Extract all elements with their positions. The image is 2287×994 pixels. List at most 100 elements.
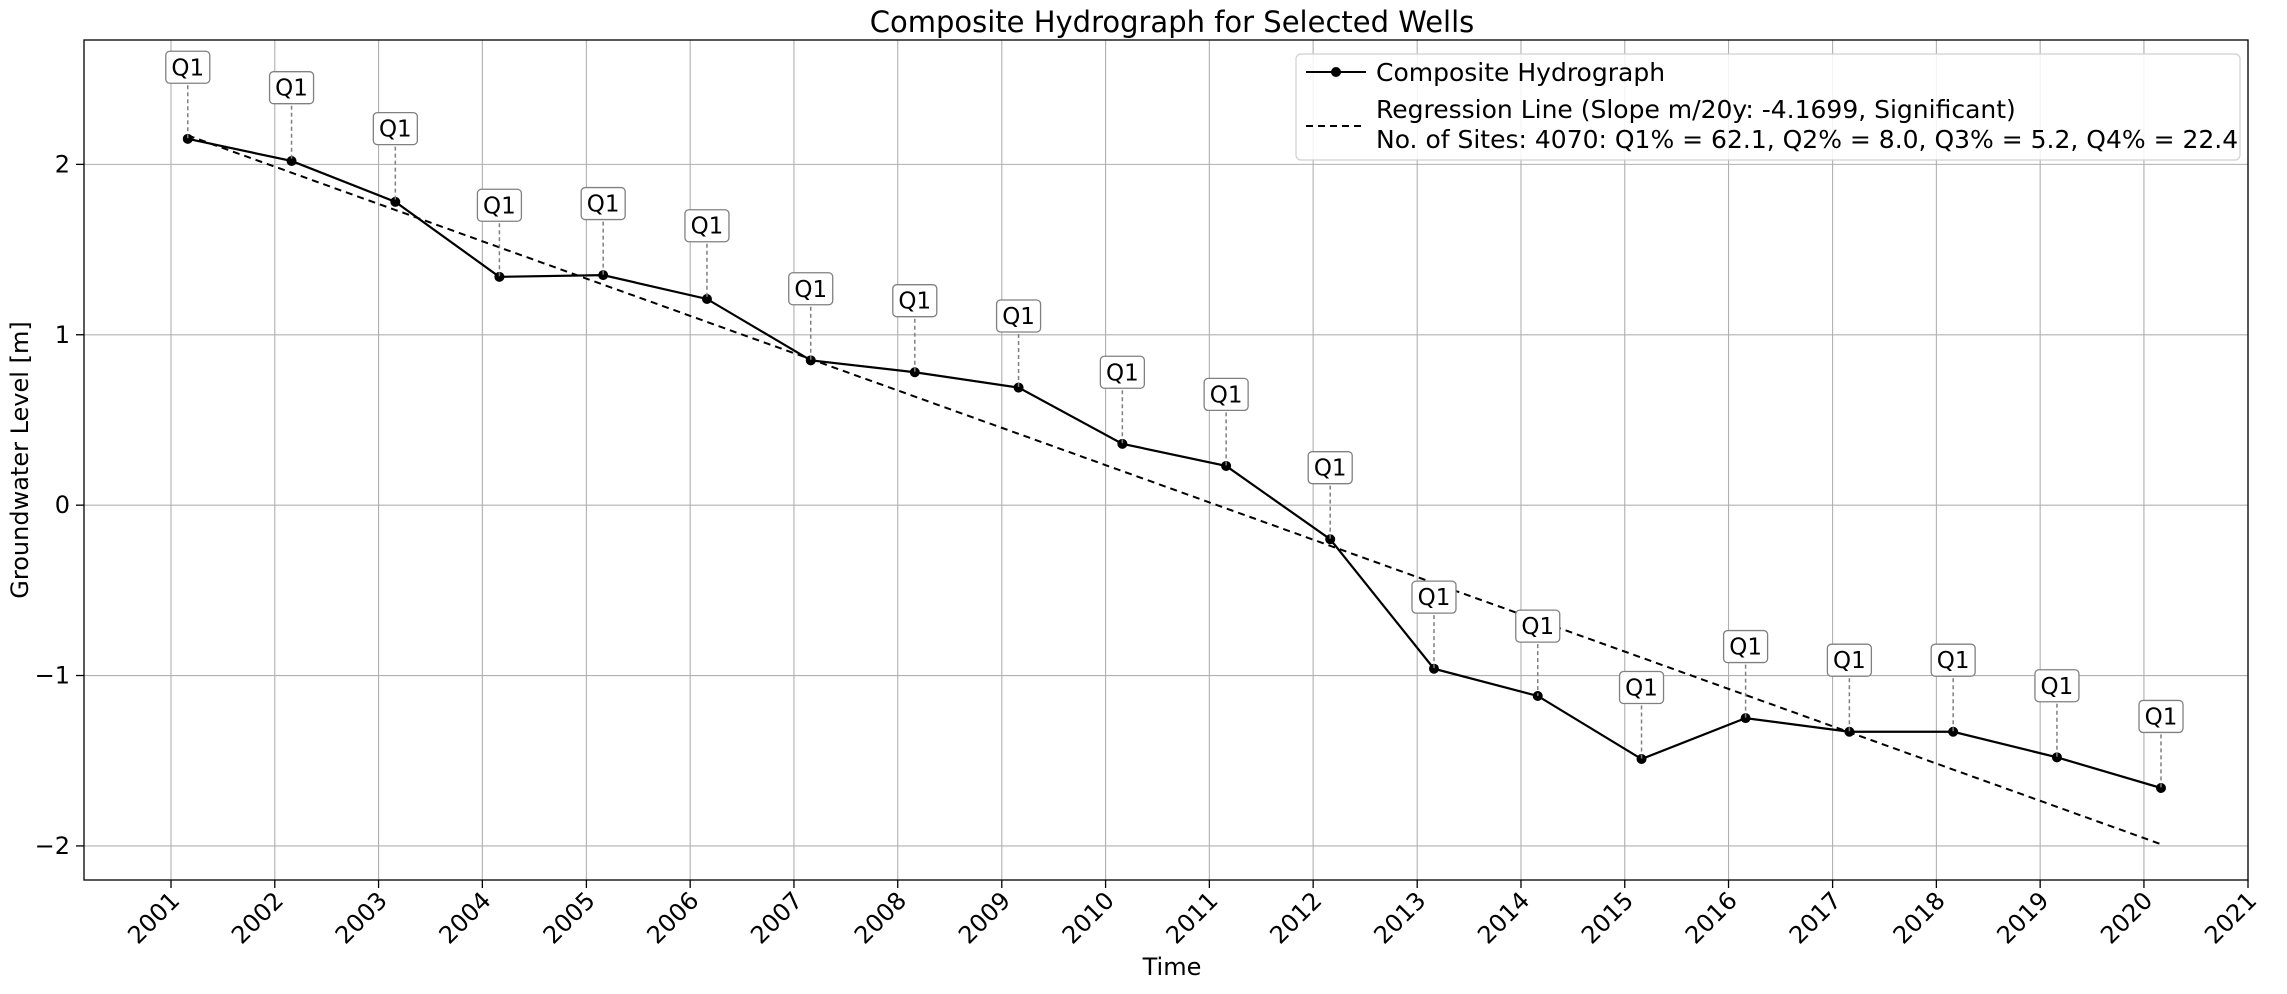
annotation-label: Q1 — [171, 55, 204, 81]
annotation-label: Q1 — [587, 192, 620, 218]
hydrograph-point — [598, 270, 609, 281]
x-tick-label: 2005 — [538, 886, 601, 949]
x-tick-label: 2003 — [330, 886, 393, 949]
annotation-box — [1515, 609, 1561, 643]
x-tick-label: 2019 — [1991, 886, 2054, 949]
hydrograph-line — [187, 137, 2162, 790]
hydrograph-point — [1325, 534, 1336, 545]
annotation-label: Q1 — [1833, 648, 1866, 674]
x-tick-label: 2004 — [434, 886, 497, 949]
hydrograph-point — [2051, 752, 2062, 763]
y-tick-label: 0 — [55, 491, 70, 519]
annotation-label: Q1 — [1625, 675, 1658, 701]
annotation-box — [1618, 670, 1665, 705]
x-tick-label: 2013 — [1368, 886, 1431, 949]
annotation-label: Q1 — [2041, 674, 2074, 700]
hydrograph-point — [182, 133, 193, 144]
annotation-label: Q1 — [2145, 704, 2178, 730]
hydrograph-point — [1740, 713, 1751, 724]
hydrograph-point — [494, 271, 505, 282]
annotation-box — [788, 272, 834, 306]
hydrograph-point — [1013, 382, 1024, 393]
x-tick-label: 2020 — [2095, 886, 2158, 949]
annotation-box — [2034, 669, 2080, 703]
regression-line-layer — [187, 134, 2162, 846]
annotation-label: Q1 — [794, 277, 827, 303]
annotation-box — [1203, 377, 1249, 412]
annotation-box — [1930, 643, 1976, 677]
annotation-box — [1722, 629, 1769, 664]
regression-line — [187, 134, 2162, 846]
annotation-label: Q1 — [898, 289, 931, 315]
annotation-box — [2138, 699, 2184, 734]
annotation-label: Q1 — [1106, 360, 1139, 386]
x-tick-label: 2010 — [1057, 886, 1120, 949]
annotation-label: Q1 — [1729, 635, 1762, 661]
hydrograph-point — [1221, 460, 1232, 471]
x-tick-label: 2008 — [849, 886, 912, 949]
annotation-box — [476, 188, 523, 222]
x-axis-label: Time — [1142, 953, 1202, 981]
annotation-label: Q1 — [275, 76, 308, 102]
chart-title: Composite Hydrograph for Selected Wells — [870, 5, 1475, 39]
quartile-annotations: Q1 Q1 Q1 Q1 Q1 Q1 Q1 Q1 Q1 Q1 Q1 Q1 Q1 Q1 Q1 Q1 Q1 Q1 Q1 Q1 — [165, 50, 2184, 788]
annotation-label: Q1 — [379, 117, 412, 143]
x-tick-label: 2015 — [1576, 886, 1639, 949]
y-tick-label: 1 — [55, 321, 70, 349]
hydrograph-point — [286, 155, 297, 166]
legend: Composite Hydrograph Regression Line (Sl… — [1295, 53, 2241, 161]
grid — [84, 40, 2249, 880]
annotation-box — [372, 111, 418, 146]
x-tick-label: 2017 — [1784, 886, 1847, 949]
hydrograph-point — [1844, 726, 1855, 737]
annotation-box — [995, 299, 1042, 333]
x-tick-label: 2002 — [226, 886, 289, 949]
y-axis-label: Groundwater Level [m] — [6, 321, 34, 598]
x-tick-label: 2009 — [953, 886, 1016, 949]
x-tick-label: 2012 — [1264, 886, 1327, 949]
x-tick-label: 2011 — [1161, 886, 1224, 949]
x-tick-label: 2001 — [122, 886, 185, 949]
legend-regression-label: Regression Line (Slope m/20y: -4.1699, S… — [1376, 95, 2016, 124]
hydrograph-point — [1428, 663, 1439, 674]
x-tick-label: 2021 — [2199, 886, 2262, 949]
x-tick-label: 2007 — [745, 886, 808, 949]
annotation-label: Q1 — [1418, 585, 1451, 611]
annotation-box — [1411, 580, 1457, 614]
hydrograph-point — [1117, 438, 1128, 449]
x-tick-label: 2006 — [641, 886, 704, 949]
legend-hydrograph-label: Composite Hydrograph — [1376, 58, 1665, 87]
legend-sites-stats: No. of Sites: 4070: Q1% = 62.1, Q2% = 8.… — [1376, 125, 2238, 154]
legend-hydrograph-marker — [1331, 67, 1341, 77]
y-tick-label: −2 — [35, 832, 70, 860]
y-axis-ticks: −2 −1 0 1 2 — [35, 150, 84, 860]
annotation-label: Q1 — [1210, 382, 1243, 408]
annotation-label: Q1 — [1314, 456, 1347, 482]
annotation-label: Q1 — [483, 193, 516, 219]
hydrograph-point — [2155, 782, 2166, 793]
hydrograph-point — [909, 367, 920, 378]
hydrograph-point — [1636, 754, 1647, 765]
hydrograph-point — [701, 293, 712, 304]
legend-box — [1295, 53, 2241, 161]
hydrograph-series-layer — [182, 133, 2166, 793]
x-tick-label: 2014 — [1472, 886, 1535, 949]
annotation-box — [1826, 643, 1873, 677]
x-tick-label: 2018 — [1888, 886, 1951, 949]
annotation-label: Q1 — [1937, 648, 1970, 674]
x-tick-label: 2016 — [1680, 886, 1743, 949]
plot-area-frame — [83, 39, 2249, 881]
y-tick-label: −1 — [35, 662, 70, 690]
hydrograph-point — [1948, 726, 1959, 737]
annotation-box — [580, 186, 626, 221]
annotation-box — [892, 284, 938, 318]
annotation-label: Q1 — [691, 214, 724, 240]
annotation-box — [684, 209, 730, 243]
hydrograph-point — [390, 196, 401, 207]
annotation-box — [165, 50, 211, 84]
x-axis-ticks: 2001 2002 2003 2004 2005 2006 2007 2008 2009 2010… — [122, 880, 2262, 949]
annotation-box — [1099, 355, 1146, 389]
y-tick-label: 2 — [55, 150, 70, 178]
